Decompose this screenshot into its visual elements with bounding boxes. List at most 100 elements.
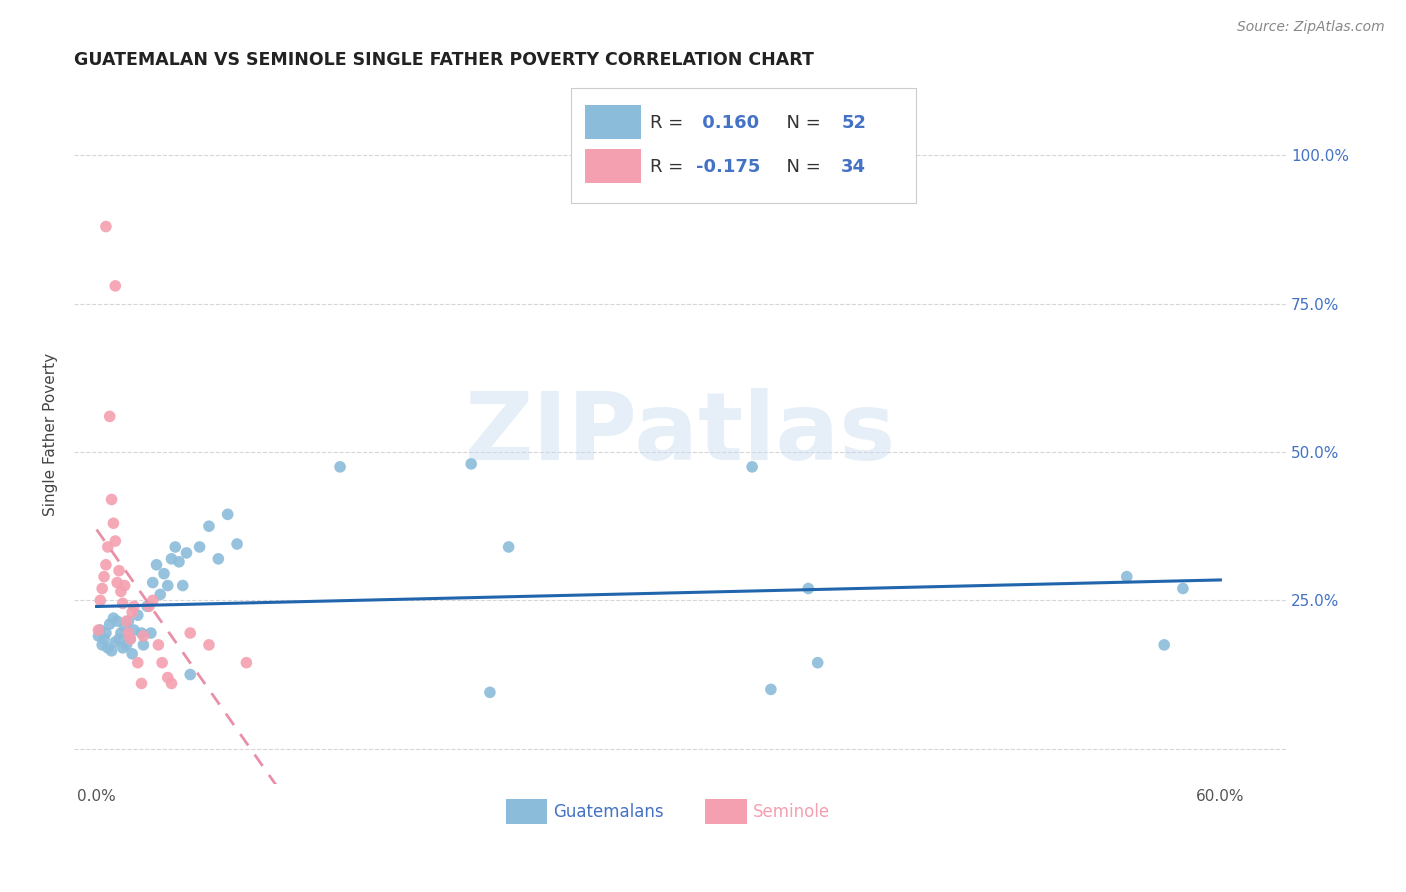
Point xyxy=(759,682,782,697)
FancyBboxPatch shape xyxy=(585,105,641,139)
Point xyxy=(120,632,142,646)
Point xyxy=(89,593,111,607)
Text: 34: 34 xyxy=(841,158,866,176)
Point xyxy=(217,508,239,522)
Point xyxy=(156,578,179,592)
Point xyxy=(104,278,127,293)
Point xyxy=(100,492,122,507)
Point xyxy=(235,656,257,670)
Point xyxy=(167,555,190,569)
Point xyxy=(103,611,125,625)
Point xyxy=(797,582,820,596)
Text: 0.160: 0.160 xyxy=(696,113,759,132)
Point xyxy=(105,575,128,590)
Point xyxy=(142,575,165,590)
Point xyxy=(329,459,352,474)
Point xyxy=(115,638,138,652)
Text: Guatemalans: Guatemalans xyxy=(553,803,664,821)
Point xyxy=(103,516,125,531)
Text: R =: R = xyxy=(650,113,689,132)
FancyBboxPatch shape xyxy=(571,87,917,203)
Point xyxy=(172,578,194,592)
Point xyxy=(100,644,122,658)
Point xyxy=(111,596,134,610)
Point xyxy=(120,632,142,646)
Point xyxy=(104,635,127,649)
Point xyxy=(460,457,482,471)
Point xyxy=(131,626,153,640)
Point xyxy=(1115,569,1137,583)
Point xyxy=(153,566,176,581)
Point xyxy=(89,623,111,637)
Point xyxy=(94,558,117,572)
Point xyxy=(1171,582,1194,596)
Text: N =: N = xyxy=(775,113,827,132)
Point xyxy=(136,599,159,614)
Text: R =: R = xyxy=(650,158,689,176)
Point xyxy=(1153,638,1175,652)
Point xyxy=(198,519,221,533)
Point xyxy=(741,459,763,474)
Point xyxy=(478,685,501,699)
Text: 52: 52 xyxy=(841,113,866,132)
Point xyxy=(87,629,110,643)
Point xyxy=(98,409,121,424)
Point xyxy=(111,640,134,655)
Point xyxy=(138,599,160,614)
Text: Source: ZipAtlas.com: Source: ZipAtlas.com xyxy=(1237,20,1385,34)
Point xyxy=(110,626,132,640)
Point xyxy=(105,614,128,628)
Point xyxy=(148,638,170,652)
Point xyxy=(179,626,201,640)
Text: Seminole: Seminole xyxy=(752,803,830,821)
Point xyxy=(160,676,183,690)
Point xyxy=(114,620,136,634)
Point xyxy=(97,540,120,554)
Text: GUATEMALAN VS SEMINOLE SINGLE FATHER POVERTY CORRELATION CHART: GUATEMALAN VS SEMINOLE SINGLE FATHER POV… xyxy=(75,51,814,69)
Point xyxy=(94,626,117,640)
Point xyxy=(145,558,167,572)
Text: -0.175: -0.175 xyxy=(696,158,761,176)
Text: ZIPatlas: ZIPatlas xyxy=(464,388,896,480)
Text: N =: N = xyxy=(775,158,827,176)
Point xyxy=(98,617,121,632)
Point xyxy=(807,656,830,670)
Point xyxy=(150,656,173,670)
Point xyxy=(132,629,155,643)
FancyBboxPatch shape xyxy=(585,149,641,183)
FancyBboxPatch shape xyxy=(706,799,747,824)
Point xyxy=(165,540,187,554)
Point xyxy=(94,219,117,234)
Point xyxy=(108,632,131,646)
Point xyxy=(110,584,132,599)
Point xyxy=(121,647,143,661)
Point xyxy=(122,623,145,637)
Point xyxy=(156,671,179,685)
Point xyxy=(91,638,114,652)
Point xyxy=(149,587,172,601)
Point xyxy=(176,546,198,560)
Point xyxy=(104,534,127,549)
Point xyxy=(97,640,120,655)
Point xyxy=(108,564,131,578)
FancyBboxPatch shape xyxy=(506,799,547,824)
Point xyxy=(207,552,229,566)
Point xyxy=(498,540,520,554)
Point xyxy=(117,626,139,640)
Point xyxy=(226,537,249,551)
Point xyxy=(139,626,162,640)
Point xyxy=(179,667,201,681)
Point xyxy=(91,582,114,596)
Point xyxy=(114,578,136,592)
Point xyxy=(93,569,115,583)
Point xyxy=(160,552,183,566)
Point xyxy=(198,638,221,652)
Point xyxy=(127,608,149,623)
Point xyxy=(142,593,165,607)
Point xyxy=(122,599,145,614)
Point xyxy=(131,676,153,690)
Point xyxy=(121,605,143,619)
Point xyxy=(87,623,110,637)
Y-axis label: Single Father Poverty: Single Father Poverty xyxy=(44,352,58,516)
Point xyxy=(188,540,211,554)
